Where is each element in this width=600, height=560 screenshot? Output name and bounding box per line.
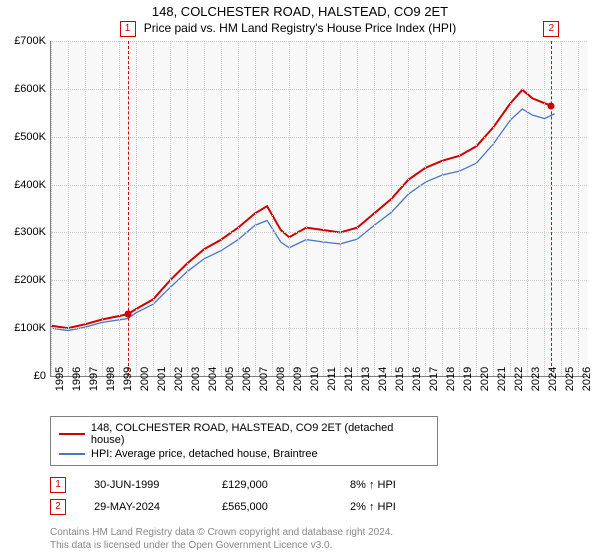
- x-axis-label: 2003: [190, 367, 202, 391]
- x-axis-label: 2020: [479, 367, 491, 391]
- x-axis-label: 2019: [462, 367, 474, 391]
- copyright: Contains HM Land Registry data © Crown c…: [50, 526, 600, 552]
- legend-swatch-property: [59, 433, 85, 435]
- x-axis-label: 2004: [207, 367, 219, 391]
- marker-dot-2: [548, 102, 555, 109]
- info-price-2: £565,000: [222, 501, 322, 513]
- x-axis-label: 2026: [581, 367, 593, 391]
- y-axis-label: £700K: [14, 35, 46, 47]
- legend-label-property: 148, COLCHESTER ROAD, HALSTEAD, CO9 2ET …: [91, 422, 429, 446]
- x-axis-label: 2017: [428, 367, 440, 391]
- x-axis-label: 2014: [377, 367, 389, 391]
- info-table: 1 30-JUN-1999 £129,000 8% ↑ HPI 2 29-MAY…: [50, 474, 600, 518]
- x-axis-label: 2000: [139, 367, 151, 391]
- marker-1: 1: [120, 21, 136, 37]
- y-axis-label: £300K: [14, 226, 46, 238]
- copyright-line1: Contains HM Land Registry data © Crown c…: [50, 526, 600, 539]
- x-axis-label: 2021: [496, 367, 508, 391]
- x-axis-label: 2013: [360, 367, 372, 391]
- x-axis-label: 2024: [547, 367, 559, 391]
- y-axis-label: £0: [34, 370, 46, 382]
- x-axis-label: 2008: [275, 367, 287, 391]
- y-axis-label: £500K: [14, 131, 46, 143]
- line-svg: [51, 41, 587, 376]
- plot-area: 12: [50, 41, 587, 377]
- x-axis-label: 2011: [326, 367, 338, 391]
- marker-dot-1: [124, 311, 131, 318]
- y-axis-label: £200K: [14, 274, 46, 286]
- info-date-1: 30-JUN-1999: [94, 479, 194, 491]
- info-row-1: 1 30-JUN-1999 £129,000 8% ↑ HPI: [50, 474, 600, 496]
- legend-swatch-hpi: [59, 453, 85, 455]
- info-delta-1: 8% ↑ HPI: [350, 479, 450, 491]
- x-axis-label: 1999: [122, 367, 134, 391]
- x-axis-label: 2007: [258, 367, 270, 391]
- x-axis-label: 2005: [224, 367, 236, 391]
- x-axis-label: 1995: [54, 367, 66, 391]
- info-row-2: 2 29-MAY-2024 £565,000 2% ↑ HPI: [50, 496, 600, 518]
- y-axis-label: £100K: [14, 322, 46, 334]
- chart-container: 148, COLCHESTER ROAD, HALSTEAD, CO9 2ET …: [0, 0, 600, 560]
- x-axis-label: 2022: [513, 367, 525, 391]
- legend-item-hpi: HPI: Average price, detached house, Brai…: [59, 447, 429, 461]
- info-delta-2: 2% ↑ HPI: [350, 501, 450, 513]
- x-axis-label: 1998: [105, 367, 117, 391]
- x-axis-label: 2012: [343, 367, 355, 391]
- x-axis-label: 2010: [309, 367, 321, 391]
- x-axis-label: 2015: [394, 367, 406, 391]
- legend-label-hpi: HPI: Average price, detached house, Brai…: [91, 448, 318, 460]
- x-axis-label: 2001: [156, 367, 168, 391]
- x-axis-label: 2006: [241, 367, 253, 391]
- y-axis-label: £400K: [14, 179, 46, 191]
- chart-subtitle: Price paid vs. HM Land Registry's House …: [0, 19, 600, 41]
- x-axis-label: 2016: [411, 367, 423, 391]
- chart-area: 12 £0£100K£200K£300K£400K£500K£600K£700K…: [50, 41, 586, 376]
- x-axis-label: 2018: [445, 367, 457, 391]
- info-marker-2: 2: [50, 499, 66, 515]
- x-axis-label: 1996: [71, 367, 83, 391]
- legend: 148, COLCHESTER ROAD, HALSTEAD, CO9 2ET …: [50, 416, 438, 466]
- copyright-line2: This data is licensed under the Open Gov…: [50, 539, 600, 552]
- y-axis-label: £600K: [14, 83, 46, 95]
- marker-2: 2: [543, 21, 559, 37]
- x-axis-label: 2025: [564, 367, 576, 391]
- x-axis-label: 1997: [88, 367, 100, 391]
- info-price-1: £129,000: [222, 479, 322, 491]
- legend-item-property: 148, COLCHESTER ROAD, HALSTEAD, CO9 2ET …: [59, 421, 429, 447]
- x-axis-label: 2023: [530, 367, 542, 391]
- info-marker-1: 1: [50, 477, 66, 493]
- info-date-2: 29-MAY-2024: [94, 501, 194, 513]
- x-axis-label: 2009: [292, 367, 304, 391]
- x-axis-label: 2002: [173, 367, 185, 391]
- chart-title: 148, COLCHESTER ROAD, HALSTEAD, CO9 2ET: [0, 0, 600, 19]
